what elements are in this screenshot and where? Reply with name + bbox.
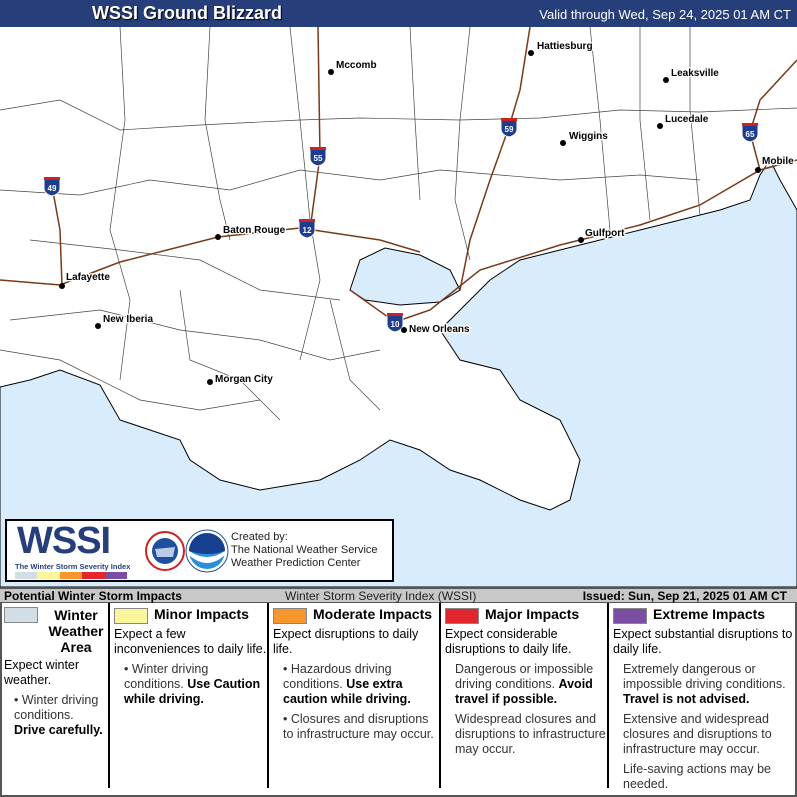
category-title: Extreme Impacts — [653, 606, 766, 622]
svg-text:Wiggins: Wiggins — [569, 131, 608, 142]
interstate-shield-icon: 12 — [298, 219, 316, 239]
category-lead: Expect winter weather. — [4, 658, 80, 687]
city-gulfport: Gulfport — [578, 227, 626, 243]
svg-text:Baton Rouge: Baton Rouge — [223, 225, 286, 236]
city-lucedale: Lucedale — [657, 113, 710, 129]
cities: Hattiesburg Mccomb Leaksville Wiggins Lu… — [59, 40, 795, 386]
city-new-orleans: New Orleans — [401, 323, 471, 336]
city-mobile: Mobile — [755, 155, 795, 173]
category-bullet: • Winter driving conditions. Use Caution… — [124, 661, 261, 706]
category-bullet: Life-saving actions may be needed. — [623, 761, 771, 791]
category-title: Major Impacts — [485, 606, 580, 622]
nws-logo-icon — [145, 531, 185, 571]
category-title: Minor Impacts — [154, 606, 249, 622]
gulf-water — [0, 159, 797, 587]
interstate-shield-icon: 10 — [386, 313, 404, 333]
legend-major-impacts: Major Impacts Expect considerable disrup… — [439, 603, 607, 788]
legend-header: Potential Winter Storm Impacts Winter St… — [0, 587, 797, 603]
svg-text:65: 65 — [746, 130, 755, 139]
credits: Created by: The National Weather Service… — [231, 531, 378, 570]
valid-time: Valid through Wed, Sep 24, 2025 01 AM CT — [539, 7, 791, 22]
county-boundaries — [0, 27, 797, 421]
index-name: Winter Storm Severity Index (WSSI) — [285, 589, 477, 603]
credit-line: Created by: — [231, 531, 288, 543]
legend-minor-impacts: Minor Impacts Expect a few inconvenience… — [108, 603, 268, 788]
legend-moderate-impacts: Moderate Impacts Expect disruptions to d… — [267, 603, 439, 788]
category-lead: Expect substantial disruptions to daily … — [613, 626, 793, 656]
interstate-shield-icon: 49 — [43, 177, 61, 197]
credit-line: Weather Prediction Center — [231, 557, 361, 569]
city-wiggins: Wiggins — [560, 130, 609, 146]
svg-text:Lucedale: Lucedale — [665, 114, 709, 125]
svg-text:59: 59 — [505, 125, 514, 134]
category-bullet: • Winter driving conditions. Drive caref… — [14, 693, 103, 737]
interstate-shields: 49 55 12 59 65 10 — [43, 118, 759, 333]
svg-text:New Orleans: New Orleans — [409, 324, 470, 335]
issued-time: Issued: Sun, Sep 21, 2025 01 AM CT — [582, 589, 787, 603]
extreme-swatch — [613, 607, 647, 624]
winter-swatch — [4, 607, 38, 623]
wssi-subtitle: The Winter Storm Severity Index — [15, 562, 131, 571]
interstate-shield-icon: 55 — [309, 147, 327, 167]
city-mccomb: Mccomb — [328, 59, 378, 75]
svg-text:Hattiesburg: Hattiesburg — [537, 41, 593, 52]
city-lafayette: Lafayette — [59, 271, 112, 289]
svg-text:49: 49 — [48, 184, 57, 193]
city-baton-rouge: Baton Rouge — [215, 224, 287, 240]
category-title: Winter Weather Area — [48, 607, 104, 655]
svg-text:12: 12 — [303, 226, 312, 235]
category-title: Moderate Impacts — [313, 606, 433, 622]
category-bullet: Widespread closures and disruptions to i… — [455, 711, 606, 756]
svg-text:55: 55 — [314, 154, 323, 163]
svg-text:Gulfport: Gulfport — [585, 228, 625, 239]
svg-text:Morgan City: Morgan City — [215, 374, 273, 385]
legend-heading: Potential Winter Storm Impacts — [4, 589, 182, 603]
map-title: WSSI Ground Blizzard — [92, 3, 283, 23]
major-swatch — [445, 607, 479, 624]
wssi-logo: WSSI — [17, 520, 111, 562]
map: 49 55 12 59 65 10 Hattiesburg Mccomb Lea… — [0, 27, 797, 587]
city-morgan-city: Morgan City — [207, 373, 274, 386]
city-hattiesburg: Hattiesburg — [528, 40, 594, 56]
svg-text:Mccomb: Mccomb — [336, 60, 377, 71]
category-bullet: Extremely dangerous or impossible drivin… — [623, 661, 786, 706]
category-bullet: • Closures and disruptions to infrastruc… — [283, 711, 434, 741]
category-bullet: Extensive and widespread closures and di… — [623, 711, 772, 756]
svg-text:Mobile: Mobile — [762, 156, 794, 167]
legend-extreme-impacts: Extreme Impacts Expect substantial disru… — [607, 603, 797, 791]
category-lead: Expect disruptions to daily life. — [273, 626, 419, 656]
city-leaksville: Leaksville — [663, 67, 721, 83]
credits-box: WSSI The Winter Storm Severity Index Cre… — [5, 519, 394, 582]
city-new-iberia: New Iberia — [95, 313, 155, 329]
svg-text:New Iberia: New Iberia — [103, 314, 153, 325]
svg-text:Leaksville: Leaksville — [671, 68, 719, 79]
category-bullet: • Hazardous driving conditions. Use extr… — [283, 661, 411, 706]
title-bar: WSSI Ground Blizzard Valid through Wed, … — [0, 0, 797, 27]
lake-pontchartrain — [349, 247, 461, 306]
category-bullet: Dangerous or impossible driving conditio… — [455, 661, 594, 706]
severity-color-bar — [15, 572, 128, 579]
interstate-shield-icon: 65 — [741, 123, 759, 143]
minor-swatch — [114, 607, 148, 624]
category-lead: Expect a few inconveniences to daily lif… — [114, 626, 267, 656]
credit-line: The National Weather Service — [231, 544, 378, 556]
svg-text:Lafayette: Lafayette — [66, 272, 110, 283]
category-lead: Expect considerable disruptions to daily… — [445, 626, 572, 656]
svg-text:10: 10 — [391, 320, 400, 329]
noaa-logo-icon — [185, 529, 229, 573]
interstate-shield-icon: 59 — [500, 118, 518, 138]
legend-winter-weather-area: Winter Weather Area Expect winter weathe… — [4, 603, 108, 788]
legend: Winter Weather Area Expect winter weathe… — [0, 603, 797, 797]
moderate-swatch — [273, 607, 307, 624]
